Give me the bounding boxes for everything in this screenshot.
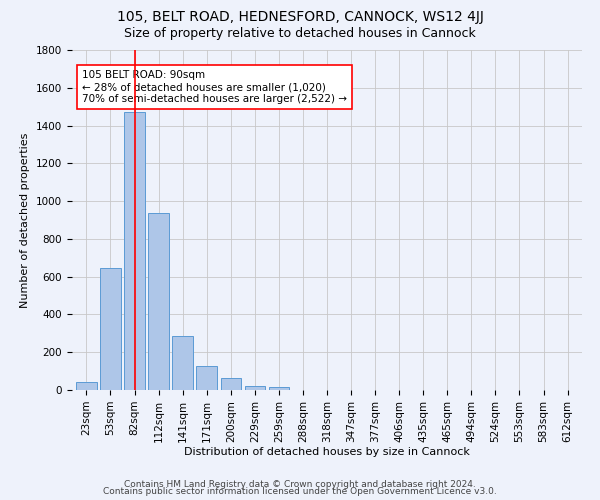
- Bar: [100, 268, 121, 390]
- Bar: [172, 336, 193, 390]
- Bar: [148, 213, 169, 390]
- Bar: [269, 387, 289, 390]
- Bar: [196, 366, 217, 390]
- Text: 105, BELT ROAD, HEDNESFORD, CANNOCK, WS12 4JJ: 105, BELT ROAD, HEDNESFORD, CANNOCK, WS1…: [116, 10, 484, 24]
- Y-axis label: Number of detached properties: Number of detached properties: [20, 132, 31, 308]
- Text: 105 BELT ROAD: 90sqm
← 28% of detached houses are smaller (1,020)
70% of semi-de: 105 BELT ROAD: 90sqm ← 28% of detached h…: [82, 70, 347, 104]
- Text: Contains HM Land Registry data © Crown copyright and database right 2024.: Contains HM Land Registry data © Crown c…: [124, 480, 476, 489]
- Text: Size of property relative to detached houses in Cannock: Size of property relative to detached ho…: [124, 28, 476, 40]
- Bar: [124, 112, 145, 390]
- X-axis label: Distribution of detached houses by size in Cannock: Distribution of detached houses by size …: [184, 448, 470, 458]
- Bar: [76, 382, 97, 390]
- Bar: [221, 378, 241, 390]
- Bar: [245, 386, 265, 390]
- Text: Contains public sector information licensed under the Open Government Licence v3: Contains public sector information licen…: [103, 487, 497, 496]
